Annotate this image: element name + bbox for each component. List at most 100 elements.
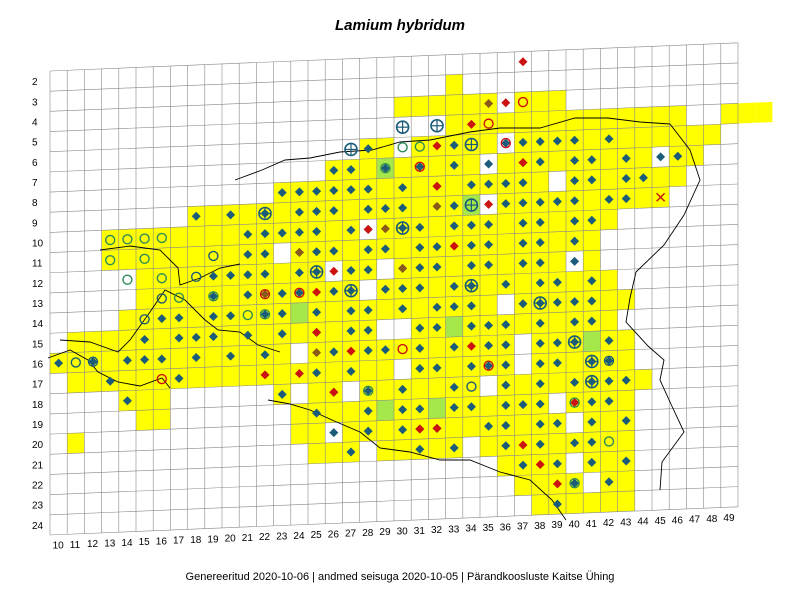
row-label: 18 — [32, 400, 44, 411]
occupied-cell — [531, 111, 549, 132]
recent-record-marker — [587, 155, 597, 165]
open-circle-marker — [156, 232, 168, 244]
occupied-cell — [548, 231, 566, 253]
recent-record-marker — [312, 206, 322, 216]
older-record-marker — [260, 370, 270, 380]
open-circle-marker-blue — [603, 355, 615, 366]
open-circle-marker-blue — [87, 356, 99, 367]
row-label: 8 — [32, 198, 38, 209]
occupied-cell — [204, 225, 222, 247]
occupied-cell — [101, 229, 119, 251]
recent-record-marker — [329, 206, 339, 216]
historic-record-marker — [260, 289, 270, 299]
map-footer: Genereeritud 2020-10-06 | andmed seisuga… — [185, 571, 615, 583]
occupied-cell — [273, 262, 291, 284]
recent-record-marker — [501, 320, 511, 330]
occupied-cell — [669, 125, 687, 147]
recent-record-marker — [294, 268, 304, 278]
recent-record-marker — [552, 499, 562, 509]
occupied-cell — [118, 228, 136, 250]
recent-record-marker — [587, 215, 597, 225]
row-label: 5 — [32, 138, 38, 149]
occupied-cell — [187, 246, 205, 268]
occupied-cell — [634, 147, 652, 169]
recent-record-marker — [484, 240, 494, 250]
occupied-cell — [480, 274, 498, 296]
recent-record-marker — [535, 318, 545, 328]
recent-record-marker — [604, 356, 614, 366]
recent-record-marker — [363, 325, 373, 335]
recent-record-marker — [570, 216, 580, 226]
grid-row-line — [49, 304, 739, 334]
recent-record-marker — [346, 225, 356, 235]
recent-record-marker — [294, 227, 304, 237]
open-circle-marker-blue — [70, 357, 82, 368]
occupied-cell — [308, 422, 326, 444]
recent-record-marker — [501, 178, 511, 188]
recent-record-marker — [570, 256, 580, 266]
recent-record-marker — [415, 162, 425, 172]
recent-record-marker — [398, 183, 408, 193]
recent-record-marker — [260, 229, 270, 239]
occupied-cell — [583, 129, 601, 151]
occupied-cell — [669, 105, 687, 127]
row-label: 24 — [32, 521, 44, 532]
occupied-cell — [136, 409, 154, 431]
recent-record-marker — [432, 363, 442, 373]
column-label: 38 — [534, 521, 546, 532]
recent-record-marker — [535, 258, 545, 268]
occupied-cell — [153, 388, 171, 410]
occupied-cell — [531, 474, 549, 496]
open-circle-marker — [139, 233, 150, 244]
coastline-segment — [47, 349, 171, 389]
recent-record-marker — [501, 340, 511, 350]
recent-record-marker — [277, 329, 287, 339]
row-label: 21 — [32, 460, 44, 471]
recent-record-marker — [380, 204, 390, 214]
row-label: 2 — [32, 77, 38, 88]
recent-record-marker — [226, 351, 236, 361]
recent-record-marker — [535, 379, 545, 389]
recent-record-marker — [604, 477, 614, 487]
occupied-cell — [222, 285, 240, 307]
grid-row-line — [49, 345, 739, 374]
occupied-cell — [187, 367, 205, 389]
recent-record-marker — [621, 153, 631, 163]
grid-row-line — [49, 385, 739, 415]
recent-record-marker — [621, 375, 631, 385]
occupied-cell — [394, 338, 412, 360]
older-record-marker — [363, 224, 373, 234]
occupied-cell — [583, 492, 601, 514]
occupied-cell — [325, 361, 343, 383]
recent-record-marker — [226, 311, 236, 321]
column-label: 28 — [362, 528, 374, 539]
recent-record-marker — [363, 144, 373, 154]
recent-record-marker — [243, 290, 253, 300]
older-record-marker — [466, 341, 476, 351]
occupied-cell — [428, 337, 446, 359]
recent-record-marker — [312, 368, 322, 378]
recent-record-marker — [587, 175, 597, 185]
occupied-cell — [394, 157, 412, 178]
column-label: 49 — [723, 513, 735, 524]
older-record-marker — [432, 423, 442, 433]
column-label: 10 — [53, 541, 65, 552]
open-circle-marker — [414, 141, 425, 152]
recent-record-marker — [346, 306, 356, 316]
recent-record-marker — [484, 179, 494, 189]
column-label: 13 — [104, 539, 116, 550]
occupied-cell — [290, 423, 308, 445]
column-label: 16 — [156, 536, 168, 547]
open-circle-marker-red — [483, 118, 494, 129]
column-label: 47 — [689, 515, 701, 526]
recent-record-marker — [587, 417, 597, 427]
recent-record-marker — [484, 219, 494, 229]
occupied-cell — [308, 382, 326, 404]
row-label: 22 — [32, 481, 44, 492]
recent-record-marker — [466, 220, 476, 230]
occupied-cell — [480, 113, 498, 135]
recent-record-marker — [174, 373, 184, 383]
recent-record-marker — [260, 269, 270, 279]
record-markers — [54, 57, 683, 509]
occupied-cell — [273, 202, 291, 224]
